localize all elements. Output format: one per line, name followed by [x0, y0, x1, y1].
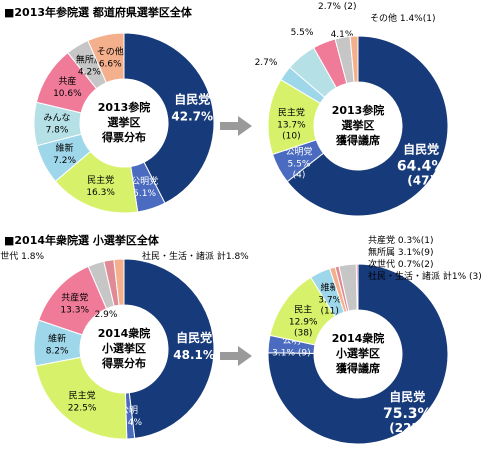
center-label-line: 2014衆院: [98, 326, 151, 340]
center-label-line: 小選挙区: [101, 341, 146, 355]
arrow-right-icon: [220, 116, 252, 136]
slice-label-jimin: 自民党: [403, 142, 439, 157]
slice-label-minna: みんな: [43, 113, 70, 124]
slice-label-komei: 公明: [282, 336, 300, 347]
donut-2014-seats: 自民党 75.3%(222) 公明 3.1% (9) 民主 12.9%(38) 維新 3.7%…: [267, 234, 482, 445]
center-label-line: 得票分布: [101, 130, 146, 144]
donut-2013-seats: 自民党64.4%(47)公明党5.5%(4)民主党13.7%(10)2.7%5.…: [255, 2, 449, 217]
slice-label-jimin: 自民党: [174, 92, 210, 107]
slice-label-sonota: 社民・生活・諸派 計1.8%: [142, 250, 249, 262]
center-label-line: 獲得議席: [336, 133, 380, 147]
center-label-line: 小選挙区: [335, 346, 380, 360]
slice-label-minshu: 民主党: [278, 107, 305, 119]
slice-seats-ishin: (11): [320, 306, 338, 316]
slice-label-minshu: 民主: [294, 303, 312, 315]
slice-value-jimin: 48.1%: [173, 348, 215, 362]
donut-2013-votes: 自民党 42.7% 公明党 5.1% 民主党 16.3% 維新 7.2% みんな 7.8% 共産 10…: [33, 32, 215, 214]
slice-label-minshu: 民主党: [69, 389, 96, 401]
center-label-line: 2014衆院: [332, 331, 385, 345]
slice-label-mushozoku: 2.7% (2): [318, 2, 356, 12]
slice-label-mushozoku: 無所属 3.1%(9): [368, 246, 433, 258]
donut-2014-votes: 自民党 48.1% 公明/1.4% 民主党 22.5% 維新 8.2% 共産党 13.3% 2.9…: [0, 250, 249, 440]
slice-value-sonota: 6.6%: [99, 59, 122, 69]
slice-sonota: [87, 32, 125, 84]
slice-label-mushozoku: 2.9%: [95, 310, 118, 320]
center-label-line: 2013参院: [98, 100, 151, 114]
center-label-line: 選挙区: [108, 115, 141, 129]
center-label-line: 得票分布: [101, 356, 146, 370]
slice-jimin: [286, 35, 449, 217]
arrow-right-icon: [220, 346, 252, 366]
slice-value-komei: /1.4%: [116, 418, 142, 428]
slice-value-ishin: 3.7%: [318, 295, 341, 305]
slice-value-jimin: 64.4%: [397, 159, 446, 175]
slice-label-jimin: 自民党: [176, 330, 212, 345]
slice-value-komei: 3.1% (9): [272, 349, 310, 359]
slice-label-kyosan: 4.1%: [331, 30, 354, 40]
slice-seats-jimin: (47): [407, 174, 435, 188]
center-label-line: 2013参院: [332, 103, 385, 117]
slice-seats-jimin: (222): [389, 421, 425, 435]
slice-label-komei: 公明: [120, 405, 138, 416]
slice-value-ishin: 7.2%: [53, 156, 76, 166]
slice-value-kyosan: 10.6%: [53, 89, 82, 99]
slice-label-komei: 公明党: [285, 146, 312, 158]
slice-label-komei: 公明党: [131, 175, 158, 187]
slice-sonota: [349, 35, 359, 83]
slice-label-ishin: 2.7%: [255, 58, 278, 68]
slice-label-sonota: その他: [97, 45, 124, 57]
slice-value-komei: 5.1%: [133, 189, 156, 199]
slice-value-minshu: 13.7%: [277, 121, 306, 131]
slice-value-jimin: 75.3%: [383, 406, 432, 422]
slice-value-minshu: 16.3%: [86, 188, 115, 198]
slice-seats-komei: (4): [293, 171, 306, 181]
slice-label-sonota: その他 1.4%(1): [370, 12, 435, 24]
section-title-2014: ■2014年衆院選 小選挙区全体: [4, 234, 159, 247]
slice-jimin: [123, 258, 215, 439]
slice-value-minshu: 22.5%: [68, 403, 97, 413]
slice-label-kyosan: 共産党: [61, 292, 88, 304]
slice-value-minshu: 12.9%: [289, 317, 318, 327]
slice-jimin: [267, 263, 449, 445]
center-label-line: 選挙区: [342, 118, 375, 132]
slice-sonota: [113, 258, 125, 306]
slice-value-jimin: 42.7%: [171, 110, 213, 124]
center-label-line: 獲得議席: [336, 361, 380, 375]
slice-label-ishin: 維新: [56, 142, 74, 154]
slice-minshu: [35, 356, 128, 440]
slice-label-minna: 5.5%: [291, 28, 314, 38]
slice-label-minshu: 民主党: [87, 174, 114, 186]
slice-value-mushozoku: 4.2%: [78, 68, 101, 78]
slice-label-sonota: 社民・生活・諸派 計1% (3): [368, 270, 482, 282]
slice-jimin: [123, 32, 215, 204]
slice-kyosan: [355, 263, 359, 311]
slice-value-kyosan: 13.3%: [60, 306, 89, 316]
slice-value-ishin: 8.2%: [46, 346, 69, 356]
slice-label-ishin: 維新: [48, 332, 66, 344]
slice-label-jisedai: 次世代 1.8%: [0, 250, 44, 262]
slice-label-kyosan: 共産: [58, 75, 76, 87]
slice-value-komei: 5.5%: [288, 160, 311, 170]
slice-label-jimin: 自民党: [389, 389, 425, 404]
slice-label-kyosan: 共産党 0.3%(1): [368, 234, 433, 246]
slice-seats-minshu: (10): [282, 132, 300, 142]
slice-value-minna: 7.8%: [46, 126, 69, 136]
slice-label-ishin: 維新: [321, 281, 339, 293]
slice-seats-minshu: (38): [294, 328, 312, 338]
section-title-2013: ■2013年参院選 都道府県選挙区全体: [4, 6, 192, 19]
slice-label-jisedai: 次世代 0.7%(2): [368, 258, 433, 270]
